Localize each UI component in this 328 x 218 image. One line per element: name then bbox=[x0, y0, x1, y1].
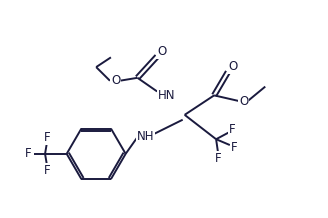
Text: NH: NH bbox=[136, 130, 154, 143]
Text: HN: HN bbox=[158, 89, 176, 102]
Text: F: F bbox=[44, 164, 50, 177]
Text: O: O bbox=[239, 95, 248, 108]
Text: F: F bbox=[25, 147, 31, 160]
Text: O: O bbox=[157, 45, 167, 58]
Text: F: F bbox=[215, 152, 221, 165]
Text: F: F bbox=[231, 141, 237, 153]
Text: F: F bbox=[44, 131, 50, 144]
Text: F: F bbox=[229, 123, 235, 136]
Text: O: O bbox=[111, 74, 120, 87]
Text: O: O bbox=[228, 60, 237, 73]
